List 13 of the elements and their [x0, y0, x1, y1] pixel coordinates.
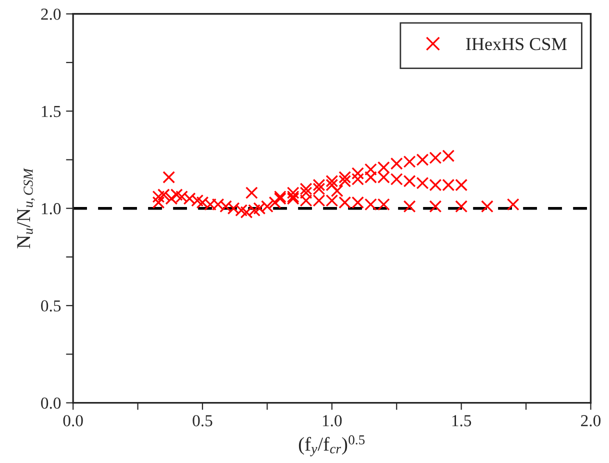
y-tick-label: 1.0 — [42, 203, 61, 214]
x-axis-title: (f$_{y}$/f$_{cr}$)$^{0.5}$ — [298, 435, 365, 456]
y-tick-label: 0.5 — [41, 300, 61, 312]
y-tick-label: 1.5 — [42, 106, 61, 118]
x-tick-label: 0.0 — [63, 415, 83, 426]
y-tick-label: 0.0 — [41, 398, 61, 409]
legend-label: IHexHS CSM — [466, 38, 567, 50]
x-tick-label: 1.5 — [452, 415, 472, 426]
x-tick-label: 0.5 — [192, 415, 212, 426]
x-tick-label: 1.0 — [322, 415, 342, 426]
y-tick-label: 2.0 — [41, 8, 61, 20]
y-axis-title: N$_{u}$/N$_{u,CSM}$ — [17, 168, 35, 248]
x-tick-label: 2.0 — [581, 415, 601, 426]
